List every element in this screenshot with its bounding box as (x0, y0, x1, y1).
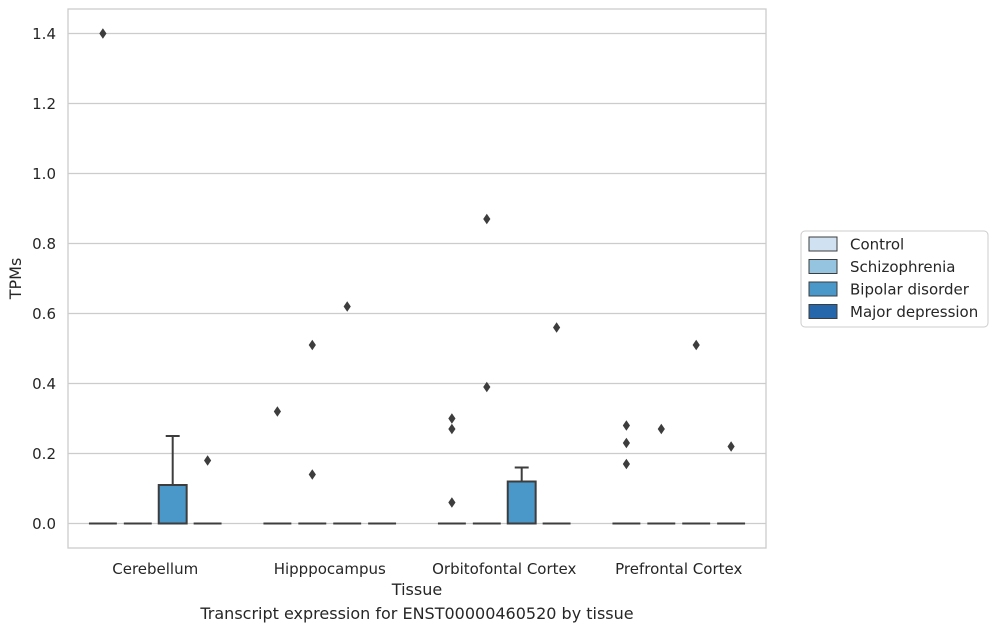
box-group (612, 420, 641, 525)
y-tick-label: 1.0 (32, 165, 56, 183)
outlier-point (727, 441, 735, 452)
outlier-point (483, 213, 491, 225)
outlier-point (657, 423, 665, 435)
y-axis-ticks: 0.0 0.2 0.4 0.6 0.8 1.0 1.2 1.4 (32, 25, 56, 533)
y-tick-label: 0.0 (32, 515, 56, 533)
box-group (647, 423, 676, 525)
outlier-point (622, 458, 630, 470)
outlier-point (448, 423, 456, 435)
x-tick-label: Hipppocampus (274, 560, 386, 578)
outlier-point (448, 413, 456, 424)
box-group (542, 322, 571, 525)
legend-label: Major depression (850, 303, 978, 321)
y-tick-label: 0.6 (32, 305, 56, 323)
legend-label: Schizophrenia (850, 258, 955, 276)
outlier-point (308, 339, 316, 351)
legend-label: Control (850, 236, 904, 254)
y-tick-label: 1.2 (32, 95, 56, 113)
y-tick-label: 1.4 (32, 25, 56, 43)
box-group (333, 301, 362, 525)
box-group (506, 466, 537, 525)
box-group (157, 435, 188, 525)
outlier-point (343, 301, 351, 312)
outlier-point (204, 455, 212, 466)
box-series (88, 28, 746, 525)
box-group (193, 455, 222, 525)
x-tick-label: Prefrontal Cortex (615, 560, 742, 578)
outlier-point (448, 497, 456, 508)
box-body (506, 480, 537, 525)
box-group (682, 339, 711, 525)
outlier-point (553, 322, 561, 333)
outlier-point (622, 420, 630, 431)
legend-swatch (808, 236, 838, 252)
y-axis-label: TPMs (6, 258, 25, 301)
outlier-point (308, 469, 316, 480)
x-tick-label: Orbitofontal Cortex (432, 560, 576, 578)
outlier-point (692, 339, 700, 351)
legend-label: Bipolar disorder (850, 281, 970, 299)
legend-swatch (808, 304, 838, 319)
box-group (263, 406, 292, 525)
box-group (88, 28, 117, 525)
plot-area-frame (67, 8, 767, 549)
box-group (717, 441, 746, 525)
legend-swatch (808, 259, 838, 274)
x-axis-label: Tissue (391, 580, 442, 599)
y-tick-label: 0.8 (32, 235, 56, 253)
box-group (437, 413, 466, 525)
y-tick-label: 0.4 (32, 375, 56, 393)
legend-swatch (808, 281, 838, 297)
box-body (157, 484, 188, 525)
outlier-point (483, 381, 491, 393)
outlier-point (273, 406, 281, 417)
box-group (298, 339, 327, 525)
x-axis-ticks: Cerebellum Hipppocampus Orbitofontal Corte… (112, 560, 742, 578)
outlier-point (622, 437, 630, 449)
legend-frame (800, 230, 989, 328)
y-tick-label: 0.2 (32, 445, 56, 463)
outlier-point (99, 28, 107, 39)
legend: Control Schizophrenia Bipolar disorder Majo… (800, 230, 989, 328)
figure-caption: Transcript expression for ENST0000046052… (200, 604, 634, 623)
box-group (472, 213, 501, 525)
x-tick-label: Cerebellum (112, 560, 198, 578)
